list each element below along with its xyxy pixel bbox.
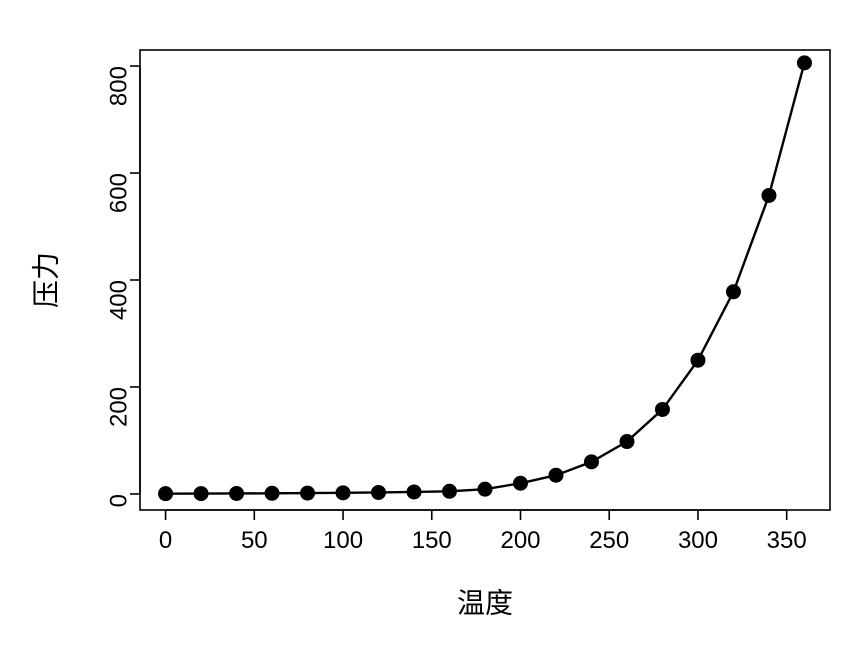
x-tick-label: 200 bbox=[500, 527, 540, 554]
data-point bbox=[194, 487, 208, 501]
data-point bbox=[584, 455, 598, 469]
y-tick-label: 200 bbox=[105, 387, 132, 427]
data-point bbox=[407, 485, 421, 499]
plot-frame bbox=[140, 50, 830, 510]
x-tick-label: 350 bbox=[767, 527, 807, 554]
data-point bbox=[549, 468, 563, 482]
data-point bbox=[443, 484, 457, 498]
data-point bbox=[513, 476, 527, 490]
data-point bbox=[478, 482, 492, 496]
y-axis-label: 压力 bbox=[30, 252, 61, 308]
data-point bbox=[336, 486, 350, 500]
data-point bbox=[691, 353, 705, 367]
data-point bbox=[301, 486, 315, 500]
data-point bbox=[230, 486, 244, 500]
data-point bbox=[655, 402, 669, 416]
x-axis: 0 50 100 150 200 250 300 350 bbox=[159, 510, 807, 554]
pressure-temperature-chart: 0 50 100 150 200 250 300 350 0 200 400 600 800 温度 压… bbox=[0, 0, 864, 672]
x-tick-label: 250 bbox=[589, 527, 629, 554]
x-tick-label: 300 bbox=[678, 527, 718, 554]
y-tick-label: 0 bbox=[105, 494, 132, 507]
y-tick-label: 600 bbox=[105, 173, 132, 213]
data-point bbox=[726, 285, 740, 299]
x-tick-label: 150 bbox=[412, 527, 452, 554]
data-point bbox=[762, 188, 776, 202]
data-markers bbox=[159, 56, 812, 501]
data-point bbox=[797, 56, 811, 70]
x-tick-label: 100 bbox=[323, 527, 363, 554]
y-axis: 0 200 400 600 800 bbox=[105, 66, 140, 507]
data-point bbox=[620, 435, 634, 449]
x-axis-label: 温度 bbox=[457, 587, 513, 618]
x-tick-label: 0 bbox=[159, 527, 172, 554]
data-line bbox=[166, 63, 805, 494]
data-point bbox=[265, 486, 279, 500]
data-point bbox=[372, 485, 386, 499]
y-tick-label: 800 bbox=[105, 66, 132, 106]
x-tick-label: 50 bbox=[241, 527, 268, 554]
y-tick-label: 400 bbox=[105, 280, 132, 320]
data-point bbox=[159, 487, 173, 501]
